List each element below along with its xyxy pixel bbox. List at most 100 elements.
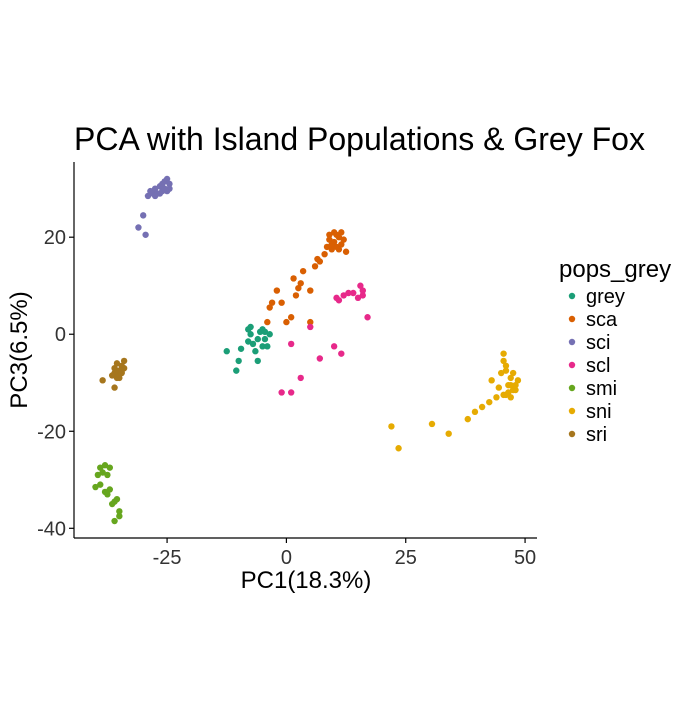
legend-marker — [568, 407, 576, 415]
data-point-grey — [245, 338, 252, 345]
data-point-sni — [495, 384, 503, 391]
legend-item-sni: sni — [568, 401, 612, 423]
data-point-sci — [144, 192, 152, 200]
y-axis-ticks: 20 0 -20 -40 — [37, 227, 74, 540]
data-point-sci — [166, 180, 173, 188]
data-point-sni — [502, 367, 510, 374]
data-point-smi — [101, 462, 109, 469]
data-point-smi — [97, 464, 104, 471]
y-tick-label: -40 — [37, 518, 66, 540]
data-point-scl — [278, 389, 285, 396]
data-point-scl — [359, 292, 366, 299]
data-point-smi — [116, 512, 123, 520]
data-point-scl — [350, 289, 357, 297]
data-point-grey — [261, 328, 269, 336]
data-point-scl — [335, 297, 343, 304]
data-point-scl — [354, 294, 362, 302]
data-point-sca — [290, 275, 297, 282]
legend-marker — [568, 315, 576, 323]
legend-label: sci — [586, 332, 610, 354]
data-point-scl — [330, 343, 338, 350]
data-point-sca — [326, 231, 333, 238]
chart-title: PCA with Island Populations & Grey Fox — [74, 121, 645, 157]
data-point-sni — [428, 420, 436, 428]
data-point-sca — [328, 241, 335, 248]
data-point-smi — [99, 469, 106, 476]
data-point-sci — [156, 190, 164, 197]
legend-title: pops_grey — [559, 256, 671, 283]
data-point-grey — [237, 345, 245, 352]
plot-area — [92, 175, 522, 525]
data-point-sci — [142, 231, 149, 238]
data-point-sri — [113, 360, 121, 367]
data-point-sni — [500, 391, 507, 399]
data-point-sri — [111, 364, 118, 372]
data-point-sni — [509, 369, 517, 377]
data-point-sca — [287, 314, 295, 321]
y-axis-label: PC3(6.5%) — [6, 291, 33, 408]
data-point-sca — [292, 292, 300, 299]
data-point-sca — [266, 304, 273, 311]
series-sni — [388, 350, 522, 452]
data-point-smi — [92, 483, 99, 491]
data-point-grey — [233, 367, 240, 374]
data-point-sni — [498, 369, 505, 377]
series-scl — [278, 282, 371, 396]
x-axis-label: PC1(18.3%) — [241, 567, 372, 594]
data-point-scl — [287, 340, 295, 348]
data-point-sca — [307, 318, 314, 326]
data-point-smi — [106, 486, 113, 493]
legend-label: scl — [586, 355, 610, 377]
legend-label: grey — [586, 286, 625, 308]
data-point-sni — [500, 357, 507, 365]
data-point-grey — [235, 357, 242, 365]
data-point-scl — [287, 389, 295, 396]
x-tick-label: 0 — [281, 547, 292, 569]
data-point-sci — [151, 185, 159, 192]
data-point-smi — [106, 464, 113, 471]
series-grey — [223, 323, 273, 374]
series-sci — [135, 175, 173, 238]
data-point-grey — [264, 343, 271, 350]
data-point-sca — [268, 299, 276, 306]
y-tick-label: 20 — [44, 227, 66, 249]
data-point-smi — [97, 481, 104, 488]
data-point-grey — [261, 335, 269, 343]
data-point-grey — [245, 326, 252, 333]
data-point-sca — [273, 287, 281, 294]
data-point-sni — [486, 398, 493, 406]
data-point-scl — [338, 350, 345, 357]
data-point-sca — [321, 250, 328, 258]
series-sri — [99, 357, 128, 391]
data-point-sri — [118, 367, 125, 374]
x-axis-ticks: -25 0 25 50 — [153, 538, 536, 569]
data-point-grey — [266, 331, 273, 338]
y-tick-label: 0 — [55, 324, 66, 346]
data-point-sca — [340, 236, 347, 243]
data-point-sca — [316, 258, 324, 265]
data-point-sni — [445, 430, 452, 437]
data-point-scl — [359, 287, 366, 294]
data-point-sri — [111, 384, 118, 391]
legend-item-smi: smi — [568, 378, 617, 400]
data-point-sca — [295, 284, 302, 292]
data-point-sni — [478, 403, 486, 411]
legend-item-sci: sci — [568, 332, 610, 354]
data-point-scl — [357, 282, 364, 289]
legend-label: sri — [586, 424, 607, 446]
data-point-smi — [111, 498, 118, 505]
x-tick-label: -25 — [153, 547, 182, 569]
legend-label: sca — [586, 309, 618, 331]
data-point-sca — [333, 231, 340, 238]
data-point-sni — [507, 381, 514, 389]
legend-label: sni — [586, 401, 612, 423]
data-point-scl — [345, 289, 352, 297]
legend-marker — [568, 384, 576, 392]
legend-item-scl: scl — [568, 355, 610, 377]
series-sca — [264, 229, 350, 326]
data-point-grey — [259, 343, 266, 350]
data-point-sca — [323, 243, 331, 251]
